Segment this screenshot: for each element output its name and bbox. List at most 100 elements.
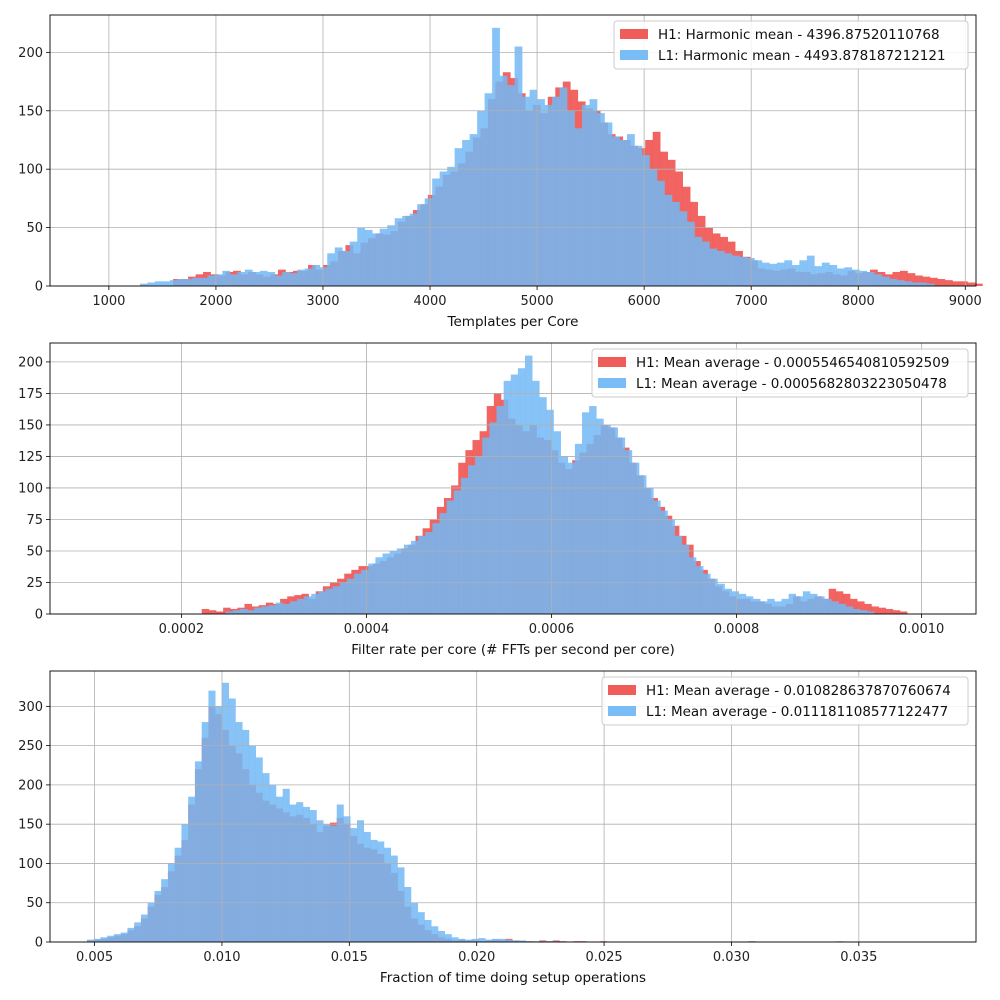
histogram-bar — [817, 596, 825, 614]
histogram-bar — [710, 578, 718, 614]
histogram-bar — [339, 582, 348, 614]
legend-swatch-1 — [620, 29, 648, 39]
histogram-bar — [503, 380, 512, 614]
histogram-bar — [404, 887, 412, 942]
histogram-bar — [624, 450, 633, 614]
y-tick-label: 200 — [18, 355, 43, 370]
histogram-bar — [410, 902, 419, 942]
histogram-bar — [867, 611, 875, 614]
histogram-bar — [671, 201, 680, 286]
histogram-bar — [831, 601, 839, 614]
histogram-bar — [492, 27, 500, 286]
histogram-bar — [127, 927, 135, 942]
histogram-bar — [368, 563, 376, 614]
histogram-bar — [464, 939, 473, 942]
histogram-bar — [194, 761, 203, 942]
y-tick-label: 0 — [35, 936, 43, 951]
y-tick-label: 0 — [35, 608, 43, 623]
histogram-bar — [529, 89, 538, 286]
histogram-bar — [899, 270, 908, 286]
histogram-bar — [261, 606, 269, 614]
histogram-bar — [656, 180, 665, 286]
histogram-bar — [510, 374, 519, 614]
histogram-bar — [282, 271, 291, 286]
histogram-bar — [244, 269, 253, 286]
histogram-bar — [184, 278, 193, 286]
histogram-bar — [446, 500, 455, 614]
histogram-bar — [484, 93, 493, 286]
histogram-bar — [311, 593, 319, 614]
x-tick-label: 0.0002 — [159, 622, 205, 637]
histogram-bar — [343, 816, 351, 942]
y-tick-label: 100 — [18, 481, 43, 496]
histogram-bar — [612, 136, 620, 286]
x-tick-label: 0.0008 — [714, 622, 760, 637]
histogram-bar — [192, 277, 201, 286]
plot-frame — [49, 670, 977, 943]
histogram-bar — [660, 510, 668, 614]
histogram-bar — [275, 602, 284, 614]
histogram-bar — [181, 824, 189, 942]
histogram-bar — [929, 277, 938, 286]
histogram-bar — [93, 938, 101, 942]
histogram-bar — [394, 218, 403, 286]
histogram-bar — [889, 278, 898, 286]
y-tick-label: 25 — [26, 576, 43, 591]
histogram-bar — [567, 110, 575, 286]
histogram-bar — [767, 598, 775, 614]
histogram-bar — [402, 215, 410, 286]
histogram-bar — [252, 271, 261, 286]
histogram-bar — [161, 879, 169, 942]
x-tick-label: 4000 — [413, 294, 446, 309]
legend: H1: Mean average - 0.010828637870760674 L… — [601, 676, 969, 726]
histogram-bar — [829, 264, 838, 286]
histogram-bar — [518, 940, 527, 942]
histogram-bar — [907, 273, 916, 286]
histogram-bar — [544, 104, 553, 286]
x-axis-label: Filter rate per core (# FFTs per second … — [351, 642, 675, 658]
histogram-bar — [201, 722, 209, 942]
histogram-bar — [724, 588, 732, 614]
histogram-bar — [731, 255, 740, 286]
histogram-bar — [289, 601, 298, 614]
histogram-bar — [491, 938, 500, 942]
x-tick-label: 8000 — [842, 294, 875, 309]
histogram-bar — [560, 456, 569, 614]
histogram-bar — [383, 847, 392, 942]
histogram-bar — [154, 281, 163, 286]
x-tick-label: 2000 — [199, 294, 232, 309]
y-tick-label: 100 — [18, 857, 43, 872]
histogram-bar — [517, 368, 526, 614]
histogram-bar — [639, 475, 647, 614]
histogram-bar — [403, 544, 412, 614]
legend-label-1: H1: Mean average - 0.0005546540810592509 — [636, 355, 949, 371]
histogram-bar — [309, 810, 317, 942]
histogram-bar — [325, 588, 333, 614]
histogram-bar — [899, 611, 908, 614]
histogram-bar — [952, 281, 961, 286]
histogram-bar — [350, 828, 358, 942]
histogram-bar — [235, 722, 243, 942]
histogram-bar — [974, 283, 983, 286]
y-tick-label: 300 — [18, 700, 43, 715]
histogram-bar — [596, 418, 604, 614]
histogram-bar — [424, 920, 432, 942]
histogram-bar — [512, 940, 520, 942]
chart-panel-3: 0.005 0.010 0.015 0.020 0.025 0.030 0.035 0 50 10… — [18, 670, 977, 986]
histogram-bar — [289, 804, 297, 942]
histogram-bar — [232, 610, 241, 614]
histogram-bar — [681, 544, 690, 614]
histogram-bar — [574, 443, 583, 614]
histogram-bar — [475, 456, 483, 614]
histogram-bar — [919, 282, 928, 286]
histogram-bar — [881, 276, 890, 286]
histogram-bar — [120, 932, 128, 942]
plot-frame — [49, 342, 977, 615]
histogram-bar — [444, 934, 452, 942]
histogram-bar — [522, 96, 530, 286]
histogram-bar — [610, 427, 618, 614]
histogram-bar — [485, 939, 493, 942]
histogram-bar — [814, 266, 823, 286]
histogram-bar — [788, 593, 797, 614]
